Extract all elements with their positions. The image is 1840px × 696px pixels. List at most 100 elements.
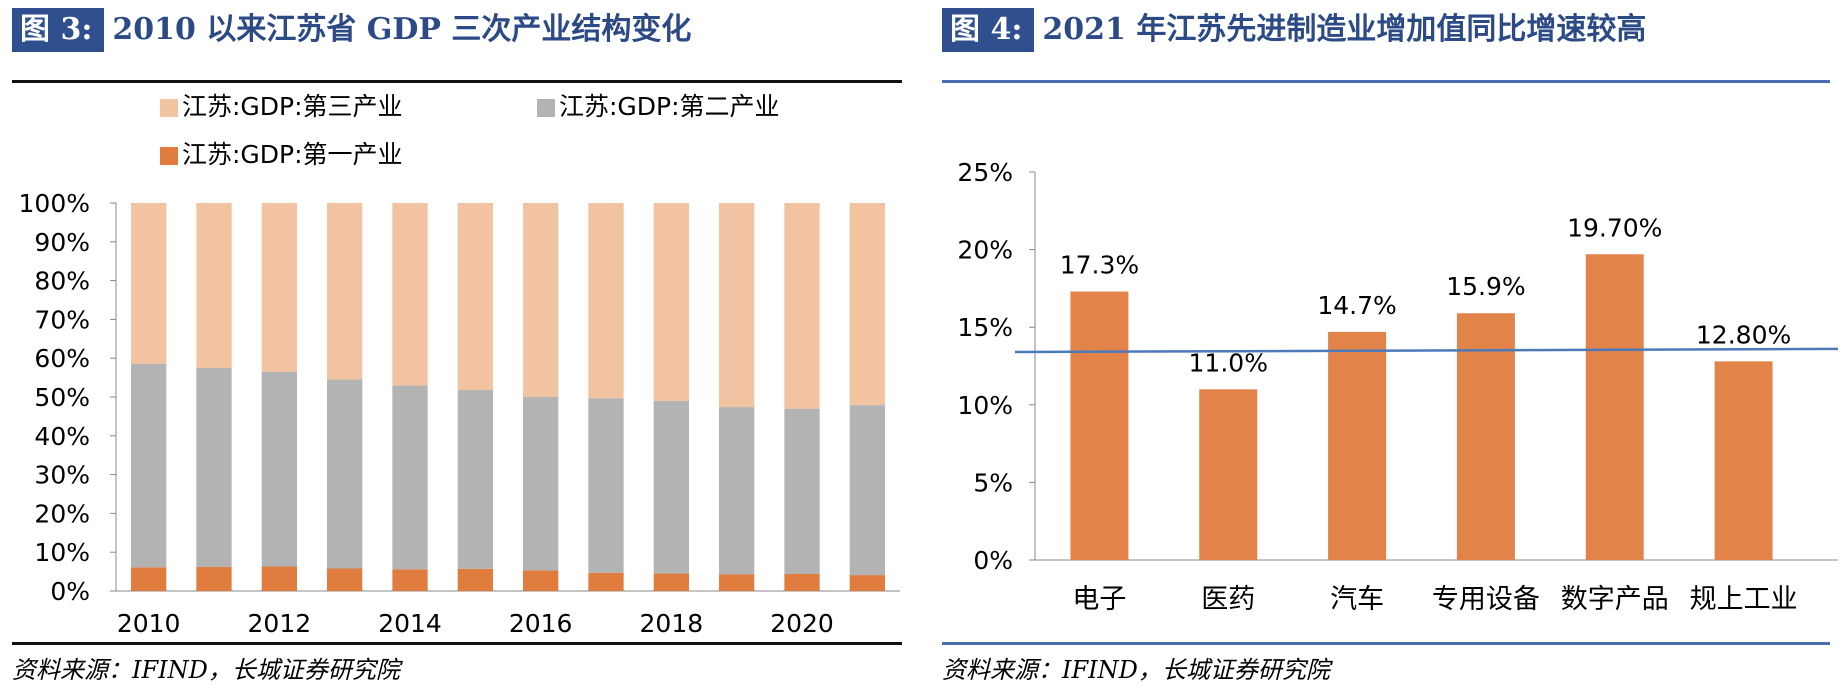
bar-segment	[131, 203, 167, 364]
bar-segment	[849, 575, 885, 591]
bar-segment	[392, 385, 428, 570]
reference-line	[1014, 347, 1839, 354]
bar-segment	[653, 573, 689, 591]
x-tick-label: 电子	[1072, 584, 1126, 615]
y-tick-label: 20%	[957, 236, 1013, 265]
y-tick-label: 10%	[34, 538, 90, 567]
legend-swatch	[537, 99, 555, 117]
figure-3-header: 图 3: 2010 以来江苏省 GDP 三次产业结构变化	[12, 8, 691, 52]
figure-3-source: 资料来源：IFIND，长城证券研究院	[12, 656, 400, 684]
bar-segment	[457, 390, 493, 569]
bar-segment	[719, 574, 755, 591]
x-tick-label: 专用设备	[1432, 584, 1540, 615]
bar-segment	[131, 363, 167, 568]
bar-segment	[784, 408, 820, 574]
y-tick-label: 60%	[34, 344, 90, 373]
bar-segment	[131, 567, 167, 591]
figure-4-bottom-rule	[942, 642, 1830, 645]
y-tick-label: 25%	[957, 158, 1013, 187]
legend-label: 江苏:GDP:第三产业	[182, 92, 403, 121]
figure-4-badge: 图 4:	[942, 8, 1035, 52]
x-tick-label: 2010	[117, 609, 181, 638]
x-tick-label: 2018	[640, 609, 704, 638]
x-tick-label: 汽车	[1330, 584, 1384, 615]
data-label: 11.0%	[1189, 348, 1268, 377]
figure-4-top-rule	[942, 80, 1830, 83]
bar-segment	[653, 400, 689, 574]
y-tick-label: 0%	[50, 577, 90, 606]
bar-chart: 0% 5% 10% 15% 20% 25% 17.3% 电子 11.0% 医药 14.7% 汽车 15.…	[957, 158, 1839, 615]
figure-3-badge: 图 3:	[12, 8, 105, 52]
bar	[1456, 313, 1515, 560]
x-tick-label: 数字产品	[1561, 584, 1669, 615]
y-tick-label: 15%	[957, 313, 1013, 342]
figure-4-source: 资料来源：IFIND，长城证券研究院	[942, 656, 1330, 684]
y-tick-label: 10%	[957, 391, 1013, 420]
bar	[1328, 331, 1387, 560]
bar	[1070, 291, 1129, 560]
x-tick-label: 2014	[378, 609, 442, 638]
bar-segment	[196, 367, 232, 567]
figure-3-panel: 图 3: 2010 以来江苏省 GDP 三次产业结构变化 江苏:GDP:第三产业…	[0, 0, 915, 696]
y-tick-label: 90%	[34, 228, 90, 257]
figure-4-panel: 图 4: 2021 年江苏先进制造业增加值同比增速较高 0% 5% 10% 15% 20…	[940, 0, 1840, 696]
bar	[1714, 361, 1773, 560]
y-tick-label: 40%	[34, 422, 90, 451]
bar-segment	[784, 573, 820, 591]
bar-segment	[327, 379, 363, 569]
legend-label: 江苏:GDP:第一产业	[182, 140, 403, 169]
bar-segment	[261, 203, 297, 372]
y-tick-label: 100%	[19, 189, 90, 218]
legend-swatch	[160, 147, 178, 165]
x-tick-label: 2016	[509, 609, 573, 638]
bar-segment	[588, 203, 624, 399]
bar-segment	[261, 371, 297, 567]
data-label: 14.7%	[1317, 291, 1396, 320]
data-label: 15.9%	[1446, 272, 1525, 301]
bar-segment	[392, 569, 428, 591]
bar-segment	[588, 572, 624, 591]
bar-segment	[196, 566, 232, 591]
bar-segment	[457, 203, 493, 391]
bar-segment	[653, 203, 689, 401]
bar-segment	[457, 568, 493, 591]
bar-segment	[849, 405, 885, 576]
data-label: 19.70%	[1567, 213, 1662, 242]
y-tick-label: 50%	[34, 383, 90, 412]
figure-4-header: 图 4: 2021 年江苏先进制造业增加值同比增速较高	[942, 8, 1646, 52]
bar-segment	[719, 203, 755, 408]
y-tick-label: 20%	[34, 499, 90, 528]
figure-3-title: 2010 以来江苏省 GDP 三次产业结构变化	[112, 12, 692, 47]
bar-segment	[327, 568, 363, 591]
data-label: 12.80%	[1696, 320, 1791, 349]
legend-swatch	[160, 99, 178, 117]
y-tick-label: 70%	[34, 305, 90, 334]
bar	[1199, 389, 1258, 560]
y-tick-label: 30%	[34, 461, 90, 490]
figure-4-title: 2021 年江苏先进制造业增加值同比增速较高	[1042, 12, 1647, 47]
bar-segment	[784, 203, 820, 409]
data-label: 17.3%	[1060, 251, 1139, 280]
bar-segment	[392, 203, 428, 386]
bar-segment	[523, 203, 559, 397]
y-tick-label: 5%	[973, 468, 1013, 497]
bar-segment	[588, 398, 624, 573]
y-tick-label: 80%	[34, 267, 90, 296]
bar-segment	[261, 566, 297, 591]
bar-segment	[523, 397, 559, 571]
x-tick-label: 医药	[1201, 584, 1255, 615]
legend-label: 江苏:GDP:第二产业	[559, 92, 780, 121]
bar-segment	[196, 203, 232, 368]
x-tick-label: 规上工业	[1690, 584, 1798, 615]
bar	[1585, 254, 1644, 561]
figure-3-bottom-rule	[12, 642, 902, 645]
x-tick-label: 2012	[248, 609, 312, 638]
y-tick-label: 0%	[973, 546, 1013, 575]
x-tick-label: 2020	[770, 609, 834, 638]
bar-segment	[849, 203, 885, 406]
bar-segment	[327, 203, 363, 380]
figure-3-top-rule	[12, 80, 902, 83]
bar-segment	[719, 407, 755, 575]
bar-segment	[523, 570, 559, 591]
